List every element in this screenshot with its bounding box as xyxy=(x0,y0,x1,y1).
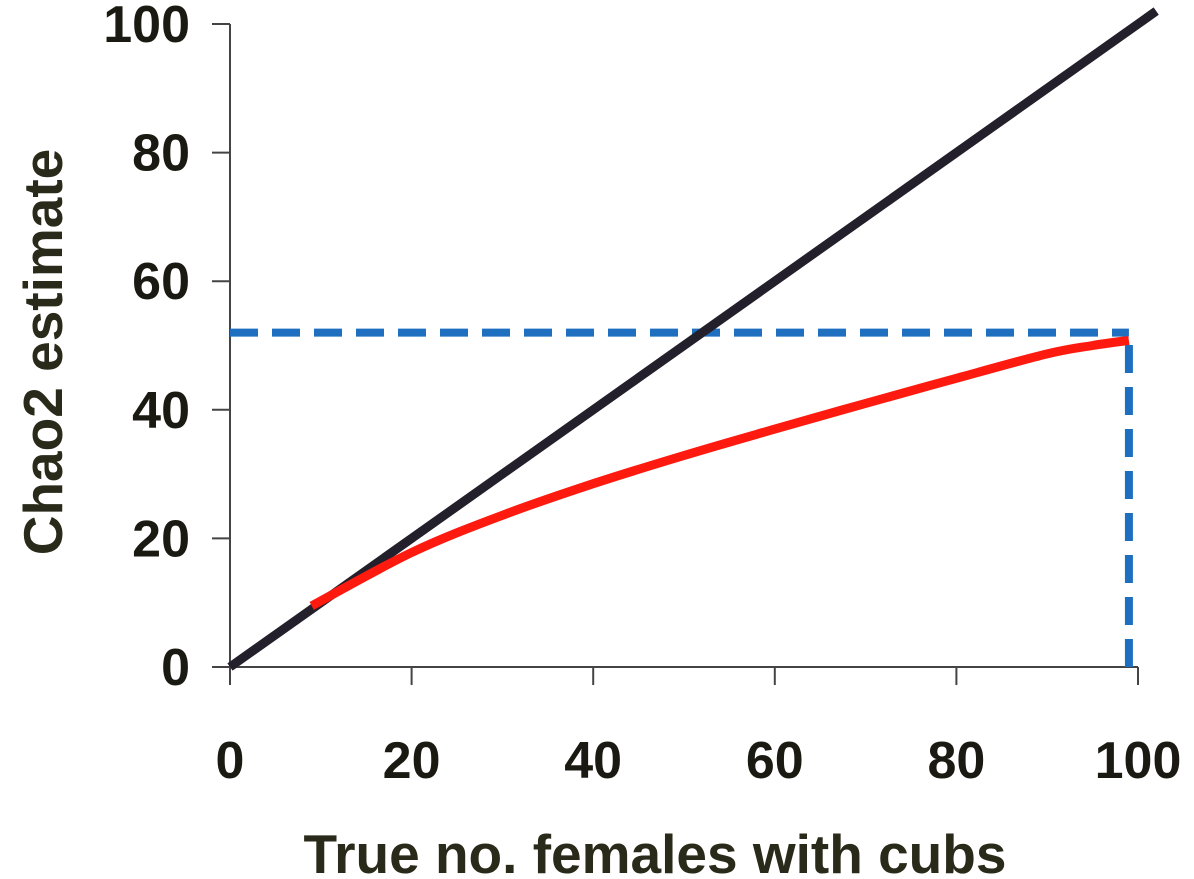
x-tick-label-0: 0 xyxy=(216,732,245,790)
x-tick-label-80: 80 xyxy=(927,732,985,790)
series-line-1 xyxy=(309,335,1130,610)
x-tick-label-60: 60 xyxy=(746,732,804,790)
y-tick-label-80: 80 xyxy=(132,125,190,183)
y-tick-label-60: 60 xyxy=(132,253,190,311)
y-tick-label-100: 100 xyxy=(103,0,190,54)
tick-labels: 0 20 40 60 80 100 0 20 40 60 80 100 xyxy=(103,0,1181,790)
series-line-0 xyxy=(227,7,1159,671)
reference-lines xyxy=(230,328,1133,667)
x-axis-label: True no. females with cubs xyxy=(304,823,1007,879)
y-axis-label: Chao2 estimate xyxy=(12,149,74,556)
y-tick-label-0: 0 xyxy=(161,639,190,697)
axes xyxy=(212,23,1139,685)
x-tick-label-20: 20 xyxy=(383,732,441,790)
series-group xyxy=(227,7,1159,671)
y-tick-label-20: 20 xyxy=(132,510,190,568)
x-tick-label-100: 100 xyxy=(1095,732,1182,790)
x-tick-label-40: 40 xyxy=(564,732,622,790)
y-tick-label-40: 40 xyxy=(132,382,190,440)
